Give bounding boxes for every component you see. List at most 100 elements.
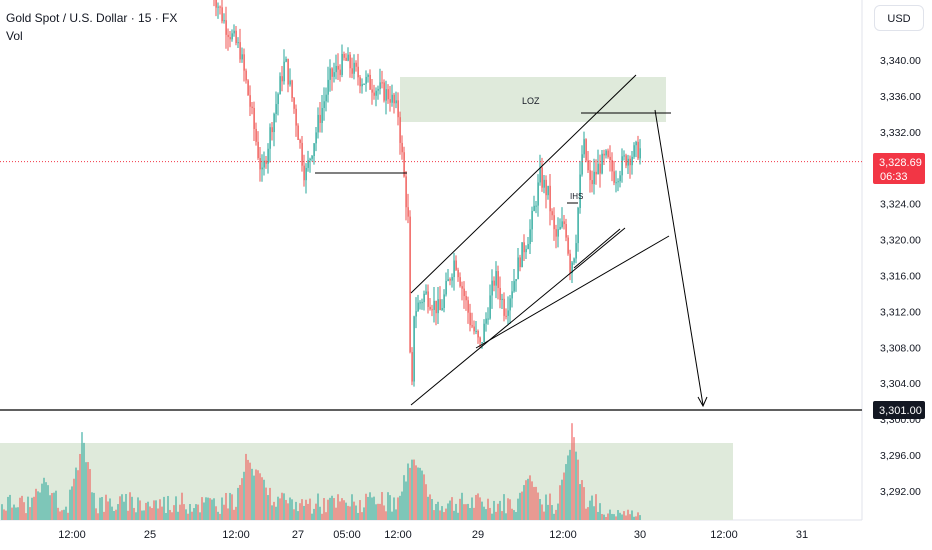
candle-body <box>585 139 587 161</box>
candle-body <box>285 58 287 62</box>
currency-button[interactable]: USD <box>874 5 924 31</box>
candle-body <box>219 6 221 8</box>
volume-bar <box>53 492 55 520</box>
candle-body <box>301 142 303 166</box>
volume-bar <box>419 467 421 520</box>
volume-bar <box>519 492 521 520</box>
candle-body <box>583 139 585 155</box>
candle-body <box>289 80 291 85</box>
candle-body <box>253 107 255 129</box>
candle-body <box>599 163 601 174</box>
candle-body <box>577 207 579 244</box>
candle-body <box>631 156 633 166</box>
volume-bar <box>423 474 425 520</box>
candle-body <box>227 34 229 38</box>
candle-body <box>395 100 397 104</box>
volume-bar <box>609 509 611 520</box>
volume-bar <box>415 465 417 520</box>
volume-bar <box>169 509 171 520</box>
volume-bar <box>517 498 519 520</box>
volume-bar <box>447 503 449 520</box>
volume-bar <box>133 507 135 520</box>
candle-body <box>389 99 391 103</box>
candle-body <box>279 76 281 95</box>
candle-body <box>445 280 447 295</box>
volume-bar <box>141 510 143 520</box>
candle-body <box>571 262 573 274</box>
volume-bar <box>303 505 305 520</box>
volume-bar <box>547 504 549 520</box>
volume-bar <box>23 502 25 520</box>
volume-bar <box>577 459 579 520</box>
volume-bar <box>543 511 545 520</box>
volume-bar <box>619 512 621 520</box>
trendline-lower <box>475 235 670 349</box>
volume-bar <box>183 504 185 520</box>
candle-body <box>575 243 577 259</box>
volume-bar <box>243 471 245 520</box>
candle-body <box>495 271 497 286</box>
volume-bar <box>111 506 113 520</box>
volume-bar <box>505 513 507 520</box>
volume-bar <box>411 459 413 520</box>
candle-body <box>233 30 235 34</box>
candle-body <box>239 42 241 60</box>
candle-body <box>305 167 307 181</box>
volume-bar <box>91 492 93 520</box>
candle-body <box>341 54 343 75</box>
volume-bar <box>9 494 11 520</box>
candle-body <box>309 158 311 161</box>
volume-bar <box>503 494 505 520</box>
volume-bar <box>387 492 389 520</box>
candle-body <box>423 293 425 303</box>
price-tick-label: 3,304.00 <box>880 378 921 390</box>
candle-body <box>531 210 533 230</box>
target-price-tag-bg <box>873 401 925 419</box>
candle-body <box>381 82 383 84</box>
volume-bar <box>225 492 227 520</box>
loz-label: LOZ <box>522 96 540 106</box>
volume-bar <box>197 504 199 520</box>
volume-bar <box>35 488 37 520</box>
volume-bar <box>135 512 137 520</box>
candle-body <box>307 160 309 168</box>
volume-bar <box>7 496 9 520</box>
volume-bar <box>567 455 569 520</box>
candle-body <box>411 352 413 382</box>
time-tick-label: 12:00 <box>58 529 86 541</box>
candle-body <box>477 330 479 338</box>
volume-bar <box>379 503 381 520</box>
candle-body <box>607 150 609 157</box>
volume-bar <box>565 464 567 520</box>
candle-body <box>537 182 539 206</box>
candle-body <box>601 153 603 174</box>
volume-bar <box>551 505 553 520</box>
volume-bar <box>563 472 565 520</box>
candle-body <box>269 127 271 149</box>
volume-bar <box>171 512 173 520</box>
candle-body <box>593 171 595 185</box>
volume-bar <box>385 511 387 520</box>
volume-bar <box>545 494 547 520</box>
volume-bar <box>27 496 29 520</box>
candle-body <box>527 244 529 249</box>
candle-body <box>603 153 605 156</box>
volume-bar <box>585 508 587 520</box>
candle-body <box>319 114 321 123</box>
volume-bar <box>247 459 249 520</box>
candle-body <box>321 107 323 123</box>
volume-bar <box>383 505 385 520</box>
candle-body <box>355 62 357 67</box>
volume-bar <box>129 492 131 520</box>
volume-bar <box>253 475 255 520</box>
volume-bar <box>507 498 509 520</box>
candle-body <box>349 54 351 69</box>
candle-body <box>561 221 563 227</box>
volume-bar <box>613 514 615 520</box>
volume-bar <box>11 507 13 520</box>
volume-bar <box>555 509 557 520</box>
candle-body <box>615 182 617 184</box>
volume-bar <box>25 513 27 520</box>
volume-bar <box>199 512 201 520</box>
